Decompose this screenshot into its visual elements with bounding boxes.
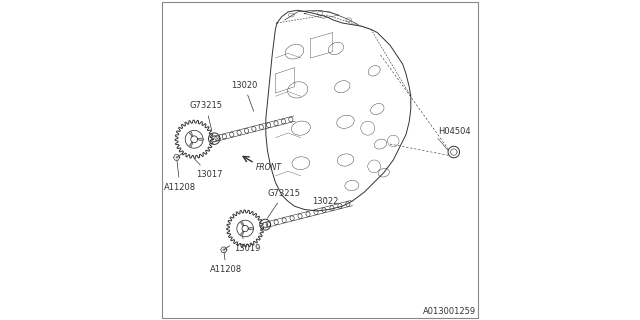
Text: 13017: 13017	[195, 159, 222, 179]
Text: 13022: 13022	[312, 197, 339, 206]
Text: FRONT: FRONT	[255, 163, 282, 172]
Text: G73215: G73215	[268, 189, 300, 218]
Text: A013001259: A013001259	[423, 307, 476, 316]
Text: A11208: A11208	[164, 160, 196, 192]
Text: 13019: 13019	[234, 236, 260, 253]
Text: G73215: G73215	[189, 101, 222, 130]
Text: 13020: 13020	[231, 81, 257, 111]
Text: A11208: A11208	[210, 252, 242, 275]
Text: H04504: H04504	[438, 127, 470, 136]
